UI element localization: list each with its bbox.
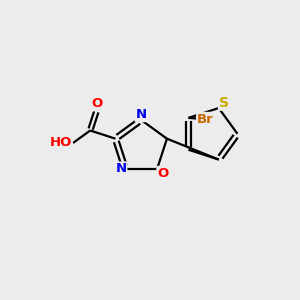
Text: O: O <box>92 98 103 110</box>
Text: S: S <box>219 96 229 110</box>
Text: Br: Br <box>197 113 214 126</box>
Text: O: O <box>158 167 169 180</box>
Text: N: N <box>136 108 147 121</box>
Text: HO: HO <box>50 136 72 149</box>
Text: N: N <box>115 163 126 176</box>
